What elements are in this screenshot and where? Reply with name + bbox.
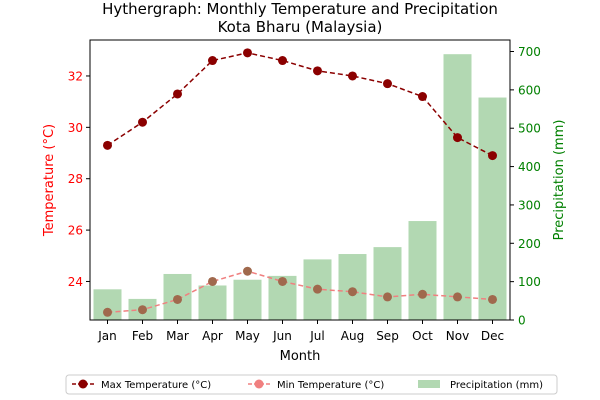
min-temp-point-feb (138, 305, 147, 315)
right-tick-label-200: 200 (518, 237, 541, 251)
right-axis-label: Precipitation (mm) (552, 120, 567, 241)
precip-bar-may (233, 279, 262, 320)
precip-bar-aug (338, 254, 367, 320)
precip-bar-nov (443, 54, 472, 321)
precip-bar-dec (478, 97, 507, 321)
x-tick-label-feb: Feb (132, 329, 153, 343)
x-tick-label-aug: Aug (341, 329, 364, 343)
max-temp-point-jul (313, 66, 322, 76)
min-temp-line (107, 270, 493, 314)
max-temp-point-aug (348, 71, 357, 81)
precip-bar-apr (198, 285, 227, 320)
x-tick-label-jul: Jul (309, 329, 324, 343)
temperature-lines (103, 48, 497, 317)
left-axis: 24 26 28 30 32 (68, 69, 90, 289)
chart-title: Hythergraph: Monthly Temperature and Pre… (102, 0, 498, 18)
x-tick-label-mar: Mar (166, 329, 189, 343)
max-temp-line (107, 52, 493, 157)
x-tick-label-oct: Oct (412, 329, 433, 343)
min-temp-point-sep (383, 292, 392, 302)
x-axis-label: Month (280, 349, 321, 364)
right-tick-label-600: 600 (518, 83, 541, 97)
max-temp-point-apr (208, 56, 217, 66)
x-tick-label-sep: Sep (376, 329, 399, 343)
right-tick-label-0: 0 (518, 314, 526, 328)
legend-entry-max: Max Temperature (°C) (72, 379, 211, 391)
left-tick-label-26: 26 (68, 224, 83, 238)
precipitation-bars (93, 54, 507, 321)
x-tick-label-nov: Nov (446, 329, 469, 343)
legend-entry-precip: Precipitation (mm) (418, 380, 543, 391)
min-temp-point-may (243, 266, 252, 276)
min-temp-point-oct (418, 289, 427, 299)
right-tick-label-100: 100 (518, 275, 541, 289)
max-temp-point-jun (278, 56, 287, 66)
precip-bar-sep (373, 247, 402, 320)
right-axis: 0 100 200 300 400 500 600 700 (510, 45, 541, 328)
left-tick-label-28: 28 (68, 172, 83, 186)
min-temp-point-mar (173, 294, 182, 304)
max-temp-point-may (243, 48, 252, 58)
precip-bar-oct (408, 221, 437, 320)
max-temp-point-jan (103, 140, 112, 150)
left-tick-label-30: 30 (68, 121, 83, 135)
left-tick-label-32: 32 (68, 69, 83, 83)
legend-frame (65, 374, 558, 395)
legend-min-marker (254, 379, 264, 389)
x-tick-label-jan: Jan (97, 329, 117, 343)
right-tick-label-400: 400 (518, 160, 541, 174)
legend-precip-label: Precipitation (mm) (450, 380, 543, 391)
max-temp-point-feb (138, 117, 147, 127)
max-temp-point-oct (418, 92, 427, 102)
x-tick-label-dec: Dec (481, 329, 504, 343)
x-tick-label-may: May (235, 329, 260, 343)
x-tick-label-apr: Apr (202, 329, 223, 343)
min-temp-point-aug (348, 287, 357, 297)
right-tick-label-500: 500 (518, 122, 541, 136)
chart-subtitle: Kota Bharu (Malaysia) (218, 18, 383, 36)
min-temp-point-jul (313, 284, 322, 294)
legend-entry-min: Min Temperature (°C) (248, 379, 384, 391)
min-temp-point-jun (278, 276, 287, 286)
legend-max-marker (78, 379, 88, 389)
min-temp-point-nov (453, 292, 462, 302)
min-temp-point-apr (208, 276, 217, 286)
x-axis: Jan Feb Mar Apr May Jun Jul Aug Sep Oct Nov Dec (97, 320, 504, 343)
max-temp-point-dec (488, 151, 497, 161)
max-temp-point-mar (173, 89, 182, 99)
max-temp-point-nov (453, 133, 462, 143)
min-temp-point-dec (488, 294, 497, 304)
legend: Max Temperature (°C) Min Temperature (°C… (65, 374, 558, 395)
right-tick-label-300: 300 (518, 198, 541, 212)
left-tick-label-24: 24 (68, 275, 83, 289)
legend-max-label: Max Temperature (°C) (101, 380, 211, 391)
plot-frame (89, 39, 511, 321)
max-temp-point-sep (383, 79, 392, 89)
left-axis-label: Temperature (°C) (42, 124, 57, 237)
x-tick-label-jun: Jun (272, 329, 292, 343)
legend-precip-swatch (418, 380, 440, 388)
legend-min-label: Min Temperature (°C) (277, 380, 384, 391)
min-temp-point-jan (103, 307, 112, 317)
right-tick-label-700: 700 (518, 45, 541, 59)
